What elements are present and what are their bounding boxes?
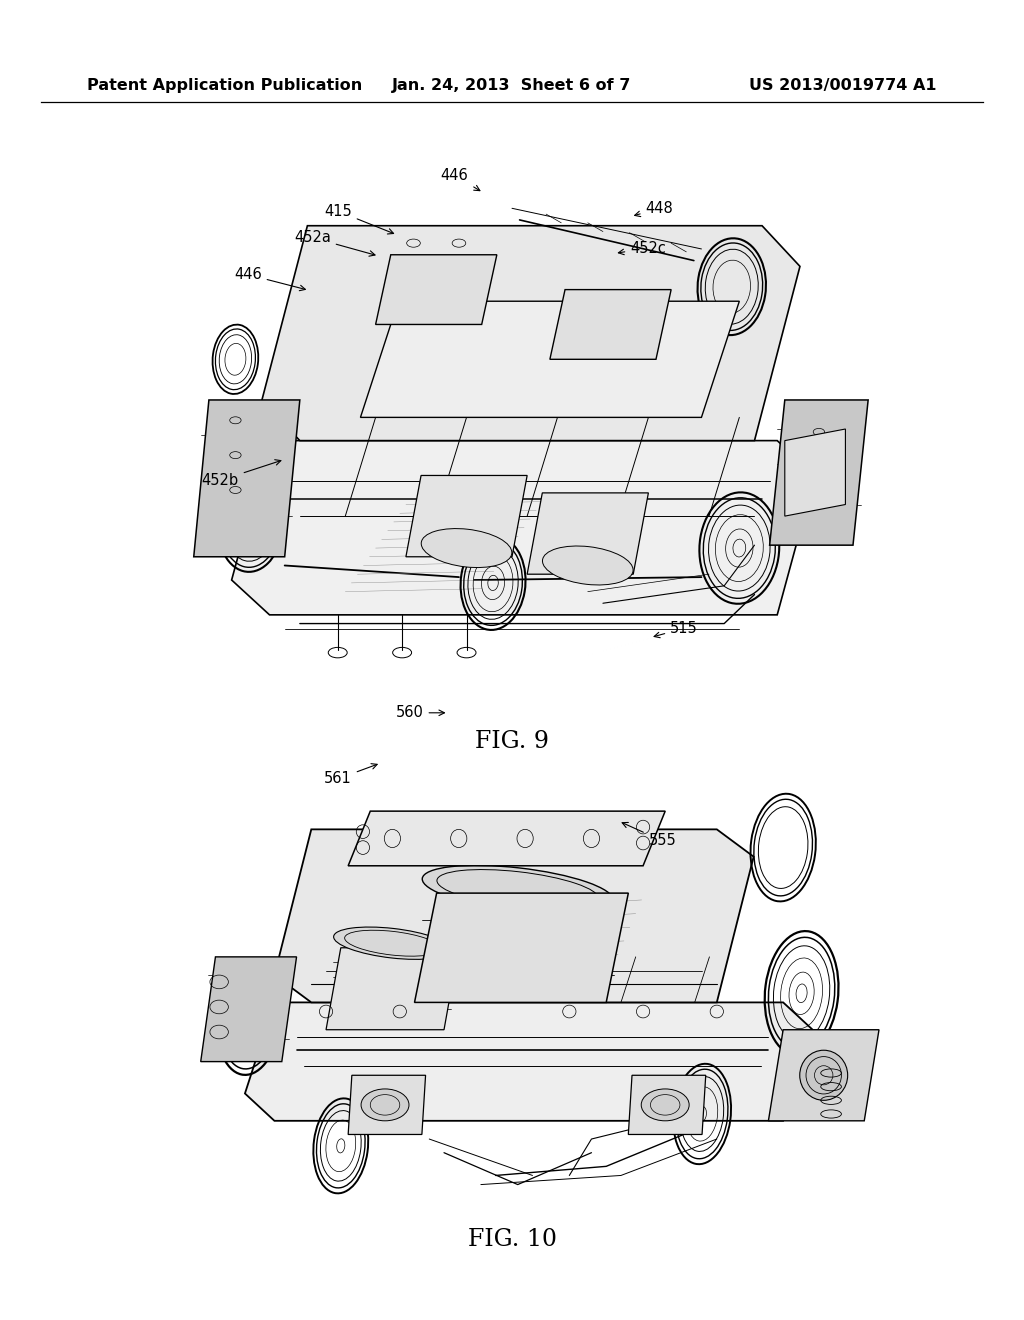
Polygon shape (201, 957, 297, 1061)
Ellipse shape (543, 546, 633, 585)
Text: 448: 448 (635, 201, 674, 216)
Polygon shape (768, 1030, 879, 1121)
Polygon shape (629, 1076, 706, 1134)
Ellipse shape (565, 292, 641, 339)
Text: 452c: 452c (618, 240, 667, 256)
Polygon shape (770, 400, 868, 545)
Text: 560: 560 (395, 705, 444, 721)
Polygon shape (262, 226, 800, 441)
Ellipse shape (800, 1051, 848, 1101)
Polygon shape (348, 810, 666, 866)
Polygon shape (348, 1076, 426, 1134)
Text: 555: 555 (623, 822, 677, 849)
Text: 415: 415 (324, 203, 393, 234)
Ellipse shape (334, 927, 452, 960)
Text: Jan. 24, 2013  Sheet 6 of 7: Jan. 24, 2013 Sheet 6 of 7 (392, 78, 632, 92)
Ellipse shape (800, 444, 830, 490)
Polygon shape (274, 829, 754, 1002)
Polygon shape (194, 400, 300, 557)
Ellipse shape (641, 1089, 689, 1121)
Polygon shape (415, 894, 629, 1002)
Text: Patent Application Publication: Patent Application Publication (87, 78, 362, 92)
Ellipse shape (387, 256, 470, 306)
Ellipse shape (422, 866, 613, 913)
Text: FIG. 9: FIG. 9 (475, 730, 549, 752)
Polygon shape (231, 441, 815, 615)
Polygon shape (784, 429, 846, 516)
Polygon shape (527, 492, 648, 574)
Text: US 2013/0019774 A1: US 2013/0019774 A1 (750, 78, 937, 92)
Ellipse shape (361, 1089, 409, 1121)
Text: 452a: 452a (294, 230, 375, 256)
Polygon shape (406, 475, 527, 557)
Polygon shape (360, 301, 739, 417)
Text: 452b: 452b (202, 459, 281, 488)
Polygon shape (376, 255, 497, 325)
Text: FIG. 10: FIG. 10 (468, 1228, 556, 1251)
Text: 446: 446 (233, 267, 305, 290)
Text: 561: 561 (324, 764, 377, 787)
Text: 446: 446 (440, 168, 480, 190)
Polygon shape (326, 948, 459, 1030)
Polygon shape (550, 289, 671, 359)
Polygon shape (245, 1002, 813, 1121)
Ellipse shape (421, 528, 512, 568)
Text: 515: 515 (654, 620, 698, 638)
